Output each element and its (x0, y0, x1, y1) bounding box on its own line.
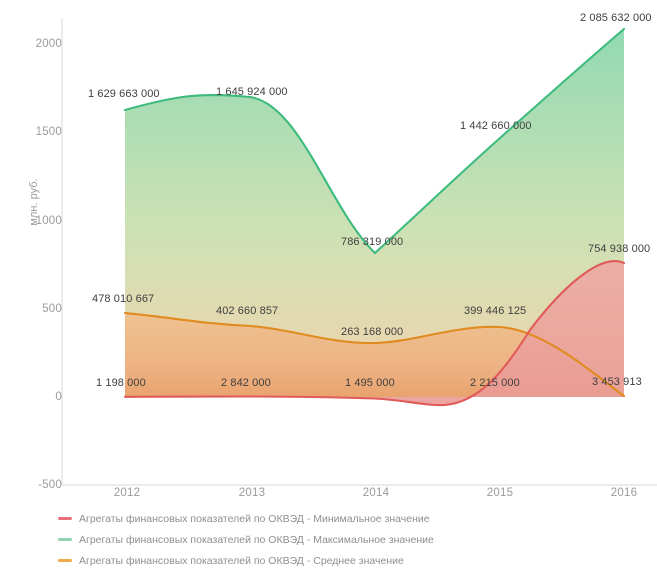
data-label-avg-2012: 478 010 667 (92, 293, 155, 305)
max-series-area (125, 29, 624, 397)
data-label-max-2016: 2 085 632 000 (580, 12, 652, 24)
legend-item-maximum[interactable]: Агрегаты финансовых показателей по ОКВЭД… (58, 529, 638, 550)
legend-swatch-average-icon (58, 559, 72, 562)
min-series-line (123, 260, 626, 407)
legend-swatch-maximum-icon (58, 538, 72, 541)
y-tick-500: 500 (42, 303, 62, 315)
x-tick-2013: 2013 (238, 487, 266, 499)
legend-item-average[interactable]: Агрегаты финансовых показателей по ОКВЭД… (58, 550, 638, 571)
max-series-line (123, 27, 626, 255)
x-tick-2015: 2015 (486, 487, 514, 499)
data-label-avg-2015: 399 446 125 (464, 305, 527, 317)
data-label-max-2013: 1 645 924 000 (216, 86, 288, 98)
legend-item-minimum[interactable]: Агрегаты финансовых показателей по ОКВЭД… (58, 508, 638, 529)
y-tick-1000: 1000 (35, 215, 62, 227)
data-label-min-2014: 1 495 000 (345, 377, 395, 389)
data-label-avg-2013: 402 660 857 (216, 305, 279, 317)
data-label-max-2012: 1 629 663 000 (88, 88, 160, 100)
data-label-min-2015: 2 215 000 (470, 377, 520, 389)
legend-label-maximum: Агрегаты финансовых показателей по ОКВЭД… (79, 533, 434, 546)
y-tick-2000: 2000 (35, 38, 62, 50)
y-tick-1500: 1500 (35, 126, 62, 138)
chart-legend: Агрегаты финансовых показателей по ОКВЭД… (58, 508, 638, 571)
x-tick-2014: 2014 (362, 487, 390, 499)
legend-label-minimum: Агрегаты финансовых показателей по ОКВЭД… (79, 512, 430, 525)
min-series-area (125, 261, 624, 406)
y-axis-title: млн. руб. (28, 178, 40, 226)
legend-label-average: Агрегаты финансовых показателей по ОКВЭД… (79, 554, 404, 567)
data-label-max-2014: 786 319 000 (341, 236, 404, 248)
data-label-max-2015: 1 442 660 000 (460, 120, 532, 132)
data-label-min-2013: 2 842 000 (221, 377, 271, 389)
data-label-avg-2016: 3 453 913 (592, 376, 642, 388)
x-tick-2016: 2016 (610, 487, 638, 499)
x-tick-2012: 2012 (113, 487, 141, 499)
data-label-min-2016: 754 938 000 (588, 243, 651, 255)
data-label-min-2012: 1 198 000 (96, 377, 146, 389)
y-axis-ticks: 2000 1500 1000 500 0 -500 (0, 0, 62, 578)
y-tick-0: 0 (55, 391, 62, 403)
data-label-avg-2014: 263 168 000 (341, 326, 404, 338)
y-tick-neg500: -500 (38, 479, 62, 491)
avg-series-line (123, 311, 626, 398)
legend-swatch-minimum-icon (58, 517, 72, 520)
